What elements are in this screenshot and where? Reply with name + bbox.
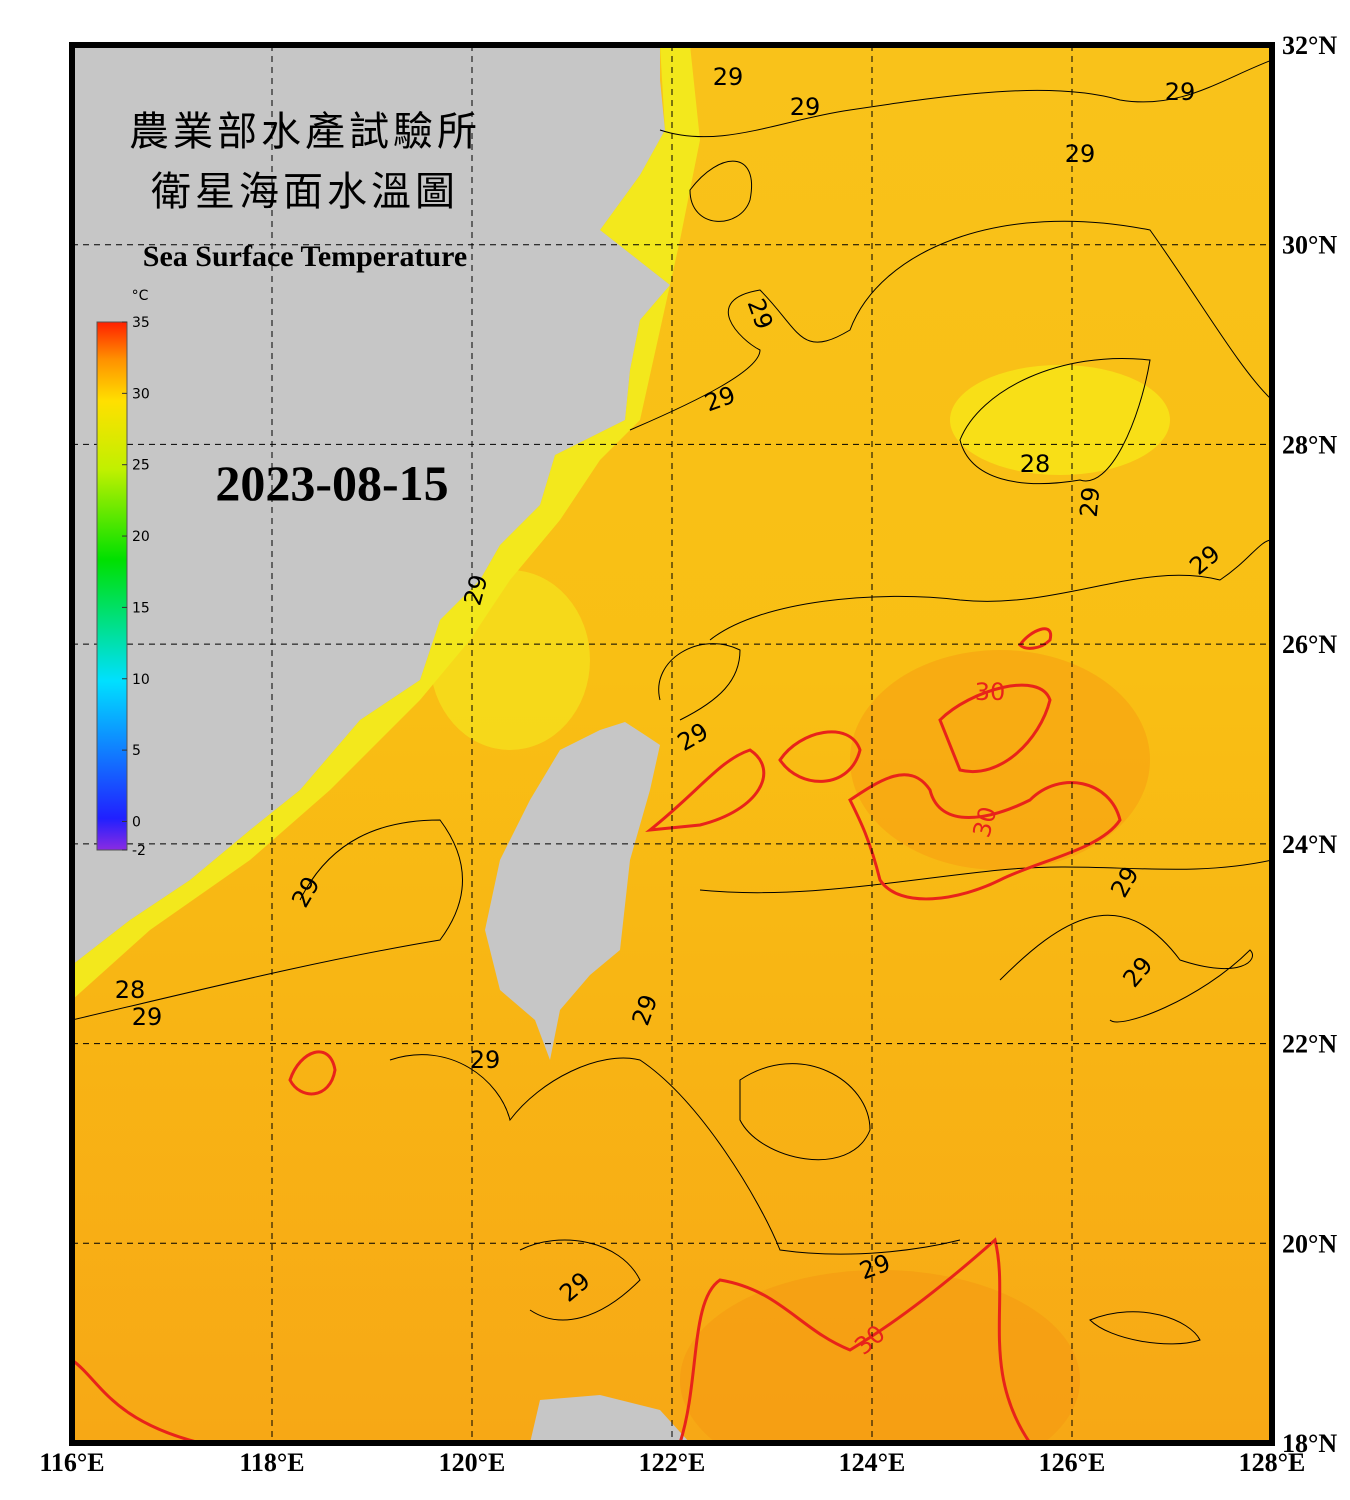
lat-tick-label: 18°N [1282, 1429, 1337, 1458]
contour-label: 29 [1075, 486, 1106, 519]
lat-tick-label: 22°N [1282, 1030, 1337, 1059]
lon-tick-label: 128°E [1239, 1448, 1306, 1477]
contour-label: 29 [1065, 140, 1096, 168]
title-zh-2: 衛星海面水溫圖 [151, 169, 459, 214]
colorbar-tick-label: 10 [132, 672, 150, 688]
colorbar-tick-label: 0 [132, 814, 141, 830]
lon-tick-label: 122°E [639, 1448, 706, 1477]
contour-label: 29 [1165, 78, 1196, 106]
lat-tick-label: 32°N [1282, 31, 1337, 60]
contours-30 [72, 627, 1122, 1443]
lat-tick-label: 20°N [1282, 1229, 1337, 1258]
lat-tick-label: 30°N [1282, 231, 1337, 260]
graticule [72, 45, 1272, 1443]
luzon [530, 1395, 690, 1443]
title-en: Sea Surface Temperature [143, 240, 467, 273]
lat-tick-label: 26°N [1282, 630, 1337, 659]
colorbar-tick-label: 30 [132, 386, 150, 402]
lon-tick-label: 126°E [1039, 1448, 1106, 1477]
map-body [72, 45, 1272, 1443]
frame [69, 42, 1275, 1446]
colorbar-tick-label: 25 [132, 458, 150, 474]
contour-label: 29 [790, 93, 821, 121]
colorbar-tick-label: 15 [132, 600, 150, 616]
colorbar-tick-label: 35 [132, 315, 150, 331]
lat-tick-label: 28°N [1282, 430, 1337, 459]
contour-label: 29 [132, 1003, 163, 1031]
warm-patch [850, 650, 1150, 870]
colorbar-tick-label: 5 [132, 743, 141, 759]
lon-tick-label: 118°E [239, 1448, 304, 1477]
colorbar-tick-label: -2 [132, 843, 146, 859]
mainland [72, 45, 670, 965]
colorbar [96, 321, 128, 851]
contour-label: 29 [470, 1046, 501, 1074]
lon-tick-label: 120°E [439, 1448, 506, 1477]
title-zh-1: 農業部水產試驗所 [129, 109, 481, 154]
taiwan [485, 722, 660, 1060]
date: 2023-08-15 [215, 455, 448, 511]
lat-tick-label: 24°N [1282, 830, 1337, 859]
contour-label: 29 [713, 63, 744, 91]
lon-tick-label: 116°E [39, 1448, 104, 1477]
contour-label: 28 [1020, 450, 1051, 478]
warm-patch [680, 1270, 1080, 1443]
lon-tick-label: 124°E [839, 1448, 906, 1477]
cool-patch [950, 365, 1170, 475]
contour-label: 28 [115, 976, 146, 1004]
colorbar-unit: °C [132, 288, 149, 304]
contours-29 [72, 59, 1272, 1345]
contour-label: 30 [975, 678, 1006, 706]
colorbar-tick-label: 20 [132, 529, 150, 545]
